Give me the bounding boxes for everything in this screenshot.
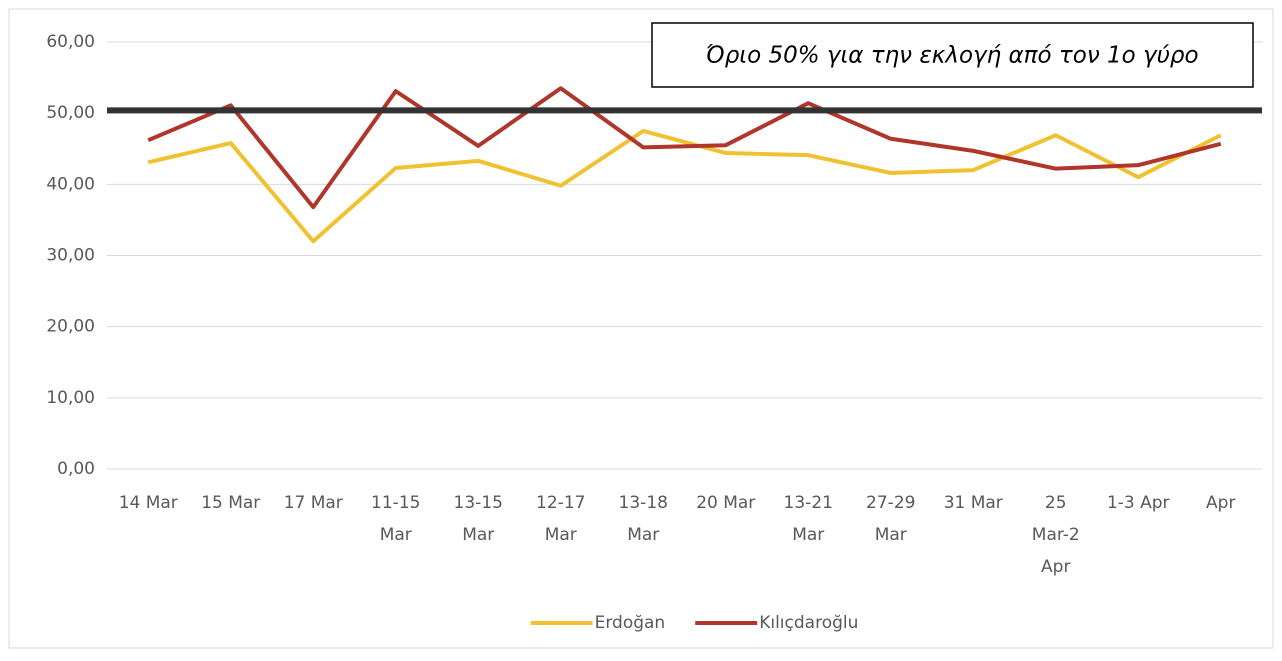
x-tick-label: 12-17 Mar xyxy=(536,493,585,545)
legend-item: Erdoğan xyxy=(530,613,666,633)
y-tick-label: 50,00 xyxy=(46,103,95,123)
y-tick-label: 30,00 xyxy=(46,246,95,266)
y-tick-label: 60,00 xyxy=(46,32,95,52)
x-tick-label: 25 Mar-2 Apr xyxy=(1032,493,1080,577)
x-tick-label: Apr xyxy=(1206,493,1235,513)
y-tick-label: 40,00 xyxy=(46,174,95,194)
x-tick-label: 27-29 Mar xyxy=(866,493,915,545)
x-tick-label: 17 Mar xyxy=(284,493,343,513)
y-tick-label: 0,00 xyxy=(57,459,95,479)
legend-label: Kılıçdaroğlu xyxy=(759,613,858,633)
legend-item: Kılıçdaroğlu xyxy=(695,613,858,633)
x-tick-label: 13-18 Mar xyxy=(619,493,668,545)
x-tick-label: 1-3 Apr xyxy=(1107,493,1170,513)
annotation-box xyxy=(651,22,1254,88)
annotation: Όριο 50% για την εκλογή από τον 1ο γύρο xyxy=(705,43,1198,69)
x-tick-label: 31 Mar xyxy=(944,493,1003,513)
legend-label: Erdoğan xyxy=(595,613,666,633)
series-line xyxy=(147,128,1222,244)
x-tick-label: 14 Mar xyxy=(119,493,178,513)
y-tick-label: 20,00 xyxy=(46,317,95,337)
x-tick-label: 20 Mar xyxy=(696,493,755,513)
series-line xyxy=(147,86,1222,210)
y-tick-label: 10,00 xyxy=(46,388,95,408)
chart-border xyxy=(8,8,1274,649)
x-tick-label: 13-21 Mar xyxy=(784,493,833,545)
x-tick-label: 13-15 Mar xyxy=(454,493,503,545)
x-tick-label: 15 Mar xyxy=(201,493,260,513)
x-tick-label: 11-15 Mar xyxy=(371,493,420,545)
